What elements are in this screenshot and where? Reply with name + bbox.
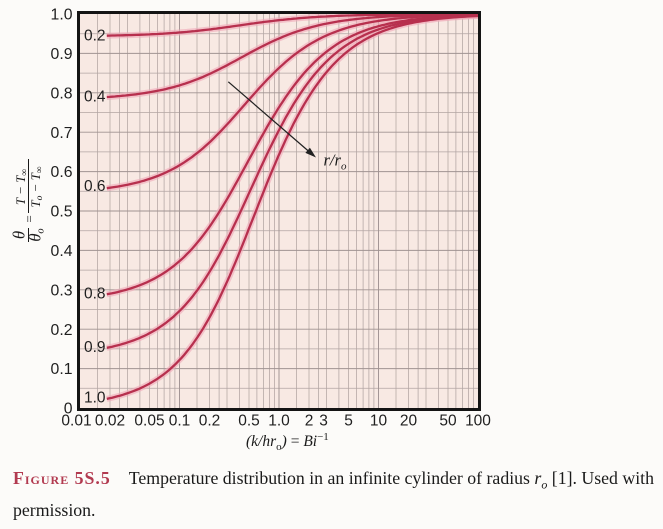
- svg-text:0.9: 0.9: [84, 339, 106, 356]
- svg-text:=: =: [22, 215, 37, 222]
- svg-text:20: 20: [400, 413, 418, 430]
- svg-text:100: 100: [465, 413, 491, 430]
- svg-text:0.02: 0.02: [95, 413, 125, 430]
- svg-text:0.5: 0.5: [238, 413, 260, 430]
- svg-text:1.0: 1.0: [51, 7, 73, 24]
- svg-text:0.5: 0.5: [51, 204, 73, 221]
- svg-text:10: 10: [370, 413, 388, 430]
- svg-text:0.3: 0.3: [51, 282, 73, 299]
- svg-text:0.8: 0.8: [84, 286, 106, 303]
- svg-text:0.1: 0.1: [51, 361, 73, 378]
- svg-text:To − T∞: To − T∞: [28, 166, 45, 208]
- svg-text:θ: θ: [10, 231, 29, 239]
- svg-text:0.4: 0.4: [84, 88, 106, 105]
- svg-text:5: 5: [344, 413, 353, 430]
- svg-text:1.0: 1.0: [84, 389, 106, 406]
- svg-text:0.6: 0.6: [84, 178, 106, 195]
- svg-text:0.8: 0.8: [51, 85, 73, 102]
- svg-text:1.0: 1.0: [268, 413, 290, 430]
- svg-text:T − T∞: T − T∞: [13, 169, 30, 206]
- svg-text:0: 0: [64, 401, 73, 418]
- svg-text:0.2: 0.2: [84, 28, 106, 45]
- svg-text:(k/hro) = Bi−1: (k/hro) = Bi−1: [246, 431, 329, 453]
- svg-text:0.4: 0.4: [51, 243, 73, 260]
- svg-text:0.2: 0.2: [199, 413, 221, 430]
- svg-text:0.01: 0.01: [61, 413, 91, 430]
- svg-text:0.6: 0.6: [51, 164, 73, 181]
- svg-text:50: 50: [439, 413, 457, 430]
- svg-text:0.9: 0.9: [51, 46, 73, 63]
- svg-text:0.7: 0.7: [51, 125, 73, 142]
- svg-text:2: 2: [305, 413, 314, 430]
- svg-text:0.1: 0.1: [169, 413, 191, 430]
- svg-text:0.2: 0.2: [51, 322, 73, 339]
- svg-text:3: 3: [319, 413, 328, 430]
- svg-text:0.05: 0.05: [134, 413, 164, 430]
